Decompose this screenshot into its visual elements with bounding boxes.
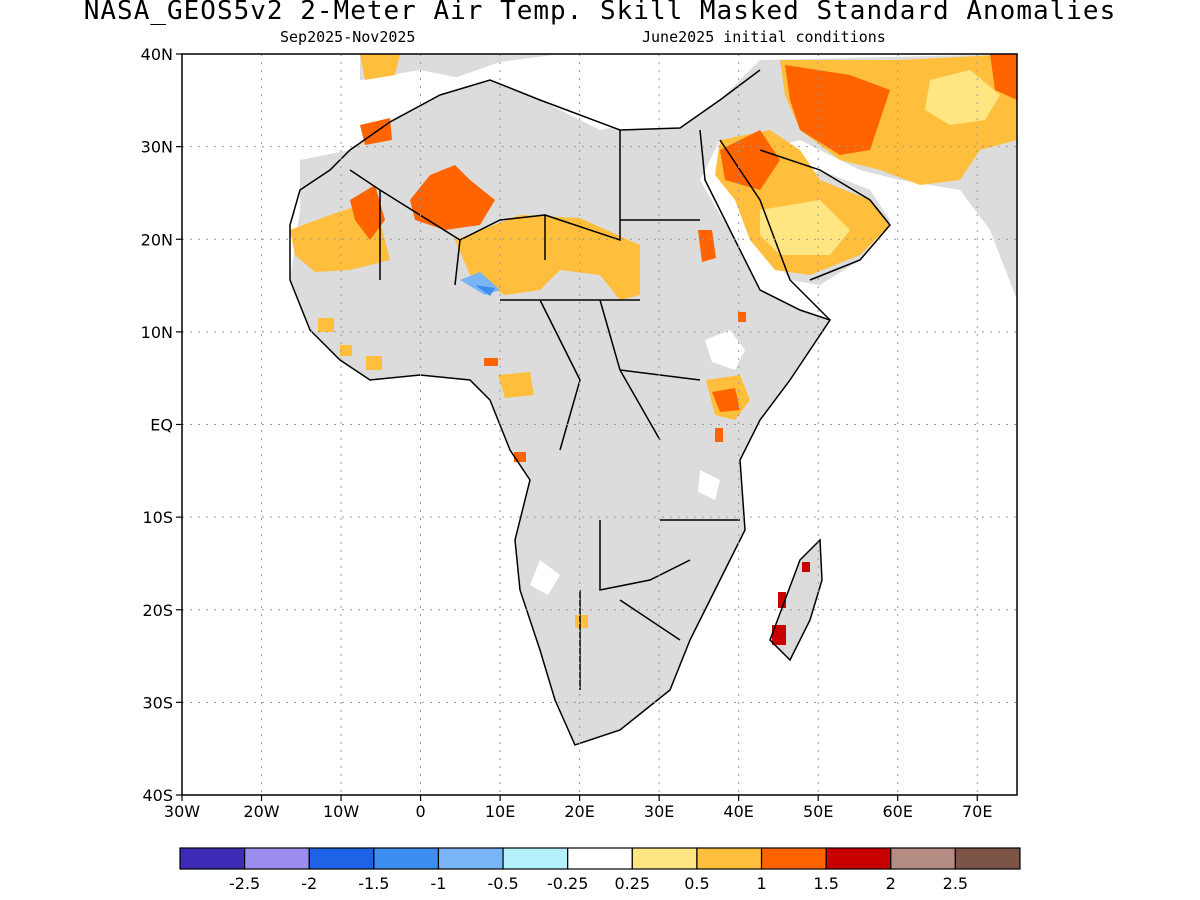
colorbar-swatch <box>631 847 698 870</box>
lon-tick-label: 50E <box>803 802 833 821</box>
lat-tick-label: 20S <box>142 601 173 620</box>
map-content <box>182 54 1017 795</box>
lon-tick-label: 30E <box>644 802 674 821</box>
colorbar-swatch <box>760 847 827 870</box>
colorbar-label: -0.25 <box>547 874 588 893</box>
colorbar: -2.5 -2 -1.5 -1 -0.5 -0.25 0.25 0.5 1 1.5 2 2.5 <box>179 847 1021 893</box>
lon-tick-label: 0 <box>415 802 425 821</box>
colorbar-label: 2.5 <box>943 874 968 893</box>
colorbar-swatch <box>502 847 569 870</box>
gridlines <box>182 54 1017 795</box>
coastlines <box>289 69 891 746</box>
colorbar-label: 1.5 <box>813 874 838 893</box>
colorbar-swatch <box>890 847 956 870</box>
lat-tick-label: 30S <box>142 693 173 712</box>
lon-tick-label: 20E <box>564 802 594 821</box>
lat-tick-label: 20N <box>141 230 173 249</box>
lon-tick-label: 40E <box>723 802 753 821</box>
lon-tick-label: 70E <box>962 802 992 821</box>
colorbar-swatch <box>244 847 310 870</box>
lon-tick-label: 10W <box>323 802 359 821</box>
init-subtitle: June2025 initial conditions <box>642 28 886 46</box>
colorbar-swatch <box>825 847 892 870</box>
masked-out-areas <box>420 54 760 595</box>
colorbar-swatch <box>954 847 1021 870</box>
lat-tick-label: EQ <box>150 416 173 435</box>
colorbar-label: 0.25 <box>614 874 650 893</box>
colorbar-label: 0.5 <box>684 874 709 893</box>
colorbar-label: -2.5 <box>229 874 260 893</box>
axis-ticks: 30W 20W 10W 0 10E 20E 30E 40E 50E 60E 70E 40N 30N 20N… <box>141 45 993 821</box>
colorbar-swatch <box>696 847 763 870</box>
colorbar-label: 1 <box>756 874 766 893</box>
lat-tick-label: 10N <box>141 323 173 342</box>
lat-tick-label: 40S <box>142 786 173 805</box>
lon-tick-label: 60E <box>882 802 912 821</box>
colorbar-swatch <box>567 847 633 870</box>
lon-tick-label: 30W <box>164 802 200 821</box>
colorbar-swatch <box>308 847 375 870</box>
period-subtitle: Sep2025-Nov2025 <box>280 28 416 46</box>
lon-tick-label: 20W <box>243 802 279 821</box>
lon-tick-label: 10E <box>485 802 515 821</box>
colorbar-swatch <box>373 847 440 870</box>
colorbar-label: -1.5 <box>358 874 389 893</box>
lat-tick-label: 10S <box>142 508 173 527</box>
lat-tick-label: 40N <box>141 45 173 64</box>
colorbar-label: 2 <box>886 874 896 893</box>
map-title: NASA_GEOS5v2 2-Meter Air Temp. Skill Mas… <box>83 0 1117 26</box>
lat-tick-label: 30N <box>141 138 173 157</box>
colorbar-swatch <box>437 847 504 870</box>
colorbar-label: -0.5 <box>487 874 518 893</box>
colorbar-label: -1 <box>430 874 446 893</box>
colorbar-label: -2 <box>301 874 317 893</box>
colorbar-swatch <box>179 847 246 870</box>
